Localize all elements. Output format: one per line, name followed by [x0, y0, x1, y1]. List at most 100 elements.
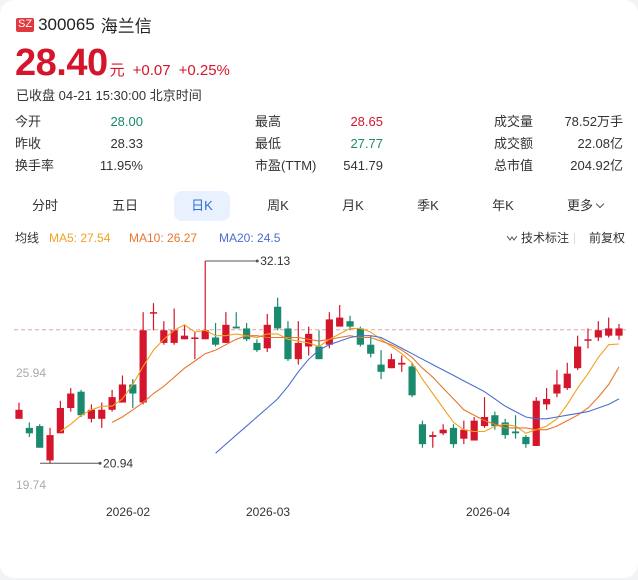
ma20-line — [215, 335, 620, 454]
candle-body — [67, 393, 75, 408]
candle-body — [180, 335, 189, 340]
adjust-mode-button[interactable]: 前复权 — [588, 231, 625, 245]
tab-五日[interactable]: 五日 — [97, 191, 153, 221]
tab-label: 日K — [191, 198, 213, 213]
tab-label: 更多 — [566, 198, 593, 213]
candle-body — [408, 366, 416, 396]
tab-周K[interactable]: 周K — [250, 191, 306, 221]
tab-月K[interactable]: 月K — [325, 191, 381, 221]
stat-value: 78.52万手 — [564, 114, 623, 129]
stat-label: 昨收 — [15, 136, 42, 151]
x-axis-label: 2026-03 — [246, 505, 291, 519]
candle-body — [460, 429, 468, 439]
candle-body — [470, 420, 478, 441]
candle-body — [418, 424, 427, 445]
divider — [574, 233, 575, 244]
y-axis-label: 25.94 — [16, 366, 46, 380]
candle-body — [232, 326, 240, 329]
stat-value: 22.08亿 — [577, 136, 623, 151]
candle-body — [491, 415, 499, 427]
stat-label: 市盈(TTM) — [255, 158, 317, 173]
stock-header: SZ 300065 海兰信 — [16, 12, 152, 37]
tech-annotation-label: 技术标注 — [520, 231, 569, 245]
candle-body — [522, 436, 530, 445]
ma10-value: MA10: 26.27 — [129, 231, 198, 245]
candle-body — [594, 330, 602, 338]
tab-日K[interactable]: 日K — [174, 191, 230, 221]
candle-body — [46, 435, 54, 461]
candle-body — [108, 397, 116, 410]
candle-body — [501, 422, 509, 436]
max-price-label: 32.13 — [260, 254, 290, 268]
chevron-down-icon — [595, 199, 605, 209]
stat-value: 28.33 — [110, 136, 143, 151]
tab-label: 月K — [342, 198, 364, 213]
candle-body — [305, 333, 313, 347]
tech-annotation-toggle[interactable]: 技术标注 — [506, 229, 569, 247]
x-axis-label: 2026-04 — [466, 505, 511, 519]
zigzag-icon — [506, 235, 517, 241]
tab-label: 年K — [492, 198, 514, 213]
stat-7: 市盈(TTM) 541.79 — [255, 156, 383, 176]
candle-body — [15, 409, 23, 419]
candle-body — [346, 321, 354, 327]
candle-body — [542, 398, 551, 405]
candle-body — [211, 337, 220, 345]
candle-body — [87, 409, 96, 419]
price-unit: 元 — [109, 62, 125, 79]
candle-body — [553, 384, 561, 394]
candle-body — [605, 328, 613, 336]
ma5-value: MA5: 27.54 — [49, 231, 111, 245]
candle-body — [429, 435, 437, 437]
candle-body — [263, 324, 271, 349]
candle-body — [574, 346, 582, 369]
stat-1: 最高 28.65 — [255, 112, 383, 132]
ma20-value: MA20: 24.5 — [219, 231, 281, 245]
candle-body — [56, 407, 64, 434]
min-price-label: 20.94 — [103, 456, 133, 470]
candle-body — [325, 319, 333, 345]
stat-value: 28.65 — [350, 114, 383, 129]
tab-分时[interactable]: 分时 — [17, 191, 73, 221]
tab-更多[interactable]: 更多 — [557, 191, 613, 221]
tab-季K[interactable]: 季K — [400, 191, 456, 221]
stat-label: 总市值 — [494, 158, 534, 173]
candle-body — [201, 330, 209, 340]
candle-body — [511, 431, 520, 434]
stat-value: 28.00 — [110, 114, 143, 129]
candle-body — [387, 359, 396, 369]
candlestick-chart[interactable]: 25.94 19.74 32.13 20.94 — [0, 250, 638, 530]
candle-body — [398, 362, 406, 365]
candle-body — [222, 324, 230, 343]
tab-label: 季K — [417, 198, 439, 213]
stock-code: 300065 — [38, 14, 95, 34]
stat-value: 11.95% — [99, 158, 143, 173]
stat-4: 最低 27.77 — [255, 134, 383, 154]
ma-legend: 均线 MA5: 27.54 MA10: 26.27 MA20: 24.5 技术标… — [15, 229, 625, 247]
tab-label: 周K — [267, 198, 289, 213]
stat-6: 换手率 11.95% — [15, 156, 143, 176]
stat-label: 成交额 — [494, 136, 534, 151]
candle-body — [170, 330, 178, 343]
price-change: +0.07 — [132, 62, 171, 79]
candle-body — [160, 330, 168, 343]
current-price: 28.40 — [15, 42, 108, 84]
candle-body — [480, 417, 489, 427]
tab-label: 五日 — [111, 198, 138, 213]
price-change-pct: +0.25% — [178, 62, 230, 79]
tab-年K[interactable]: 年K — [475, 191, 531, 221]
candle-body — [253, 342, 261, 351]
candle-body — [315, 346, 323, 360]
stat-value: 27.77 — [350, 136, 383, 151]
candle-body — [584, 339, 592, 341]
x-axis-label: 2026-02 — [106, 505, 151, 519]
stat-3: 昨收 28.33 — [15, 134, 143, 154]
candle-body — [242, 328, 251, 340]
stat-value: 541.79 — [343, 158, 383, 173]
ma-label: 均线 — [15, 231, 40, 245]
stat-5: 成交额 22.08亿 — [494, 134, 623, 154]
candle-body — [149, 312, 158, 314]
ma10-line — [111, 335, 620, 431]
candle-body — [439, 429, 447, 434]
market-status: 已收盘 04-21 15:30:00 北京时间 — [16, 88, 202, 103]
